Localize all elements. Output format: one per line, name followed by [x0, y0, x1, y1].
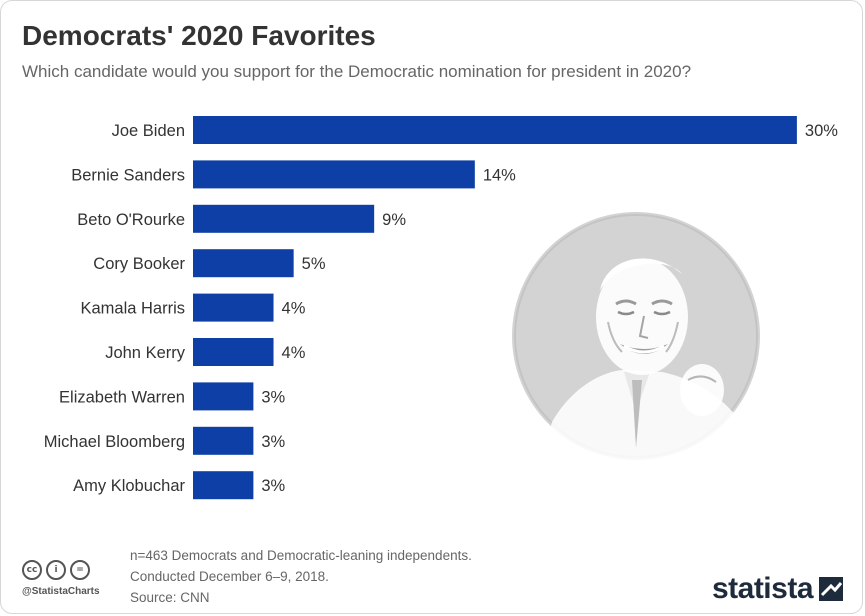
- bar-michael-bloomberg: [193, 426, 254, 455]
- portrait-illustration-icon: [512, 212, 760, 460]
- bar-beto-o-rourke: [193, 204, 375, 233]
- category-label-amy-klobuchar: Amy Klobuchar: [73, 477, 185, 495]
- bar-chart: Joe Biden 30% Bernie Sanders 14% Beto O'Rour…: [44, 116, 838, 500]
- value-label-kamala-harris: 4%: [282, 300, 306, 318]
- value-label-elizabeth-warren: 3%: [261, 388, 285, 406]
- license-icons: cc i =: [22, 560, 117, 580]
- bars-layer: Joe Biden 30% Bernie Sanders 14% Beto O'Rour…: [44, 116, 838, 500]
- chart-title: Democrats' 2020 Favorites: [22, 20, 376, 51]
- footer-note: n=463 Democrats and Democratic-leaning i…: [130, 545, 472, 608]
- value-label-john-kerry: 4%: [282, 344, 306, 362]
- cc-icon: cc: [22, 560, 42, 580]
- category-label-kamala-harris: Kamala Harris: [80, 300, 185, 318]
- source-note: Source: CNN: [130, 590, 210, 605]
- category-label-beto-o-rourke: Beto O'Rourke: [77, 211, 185, 229]
- chart-subtitle: Which candidate would you support for th…: [22, 62, 692, 81]
- category-label-joe-biden: Joe Biden: [112, 122, 185, 140]
- category-label-elizabeth-warren: Elizabeth Warren: [59, 388, 185, 406]
- no-derivatives-icon: =: [70, 560, 90, 580]
- statista-logo[interactable]: statista: [712, 572, 843, 606]
- sample-note: n=463 Democrats and Democratic-leaning i…: [130, 548, 472, 563]
- category-label-john-kerry: John Kerry: [105, 344, 186, 362]
- license-group: cc i = @StatistaCharts: [22, 560, 117, 597]
- bar-joe-biden: [193, 116, 797, 144]
- bar-john-kerry: [193, 338, 274, 366]
- value-label-beto-o-rourke: 9%: [382, 211, 406, 229]
- bar-amy-klobuchar: [193, 471, 254, 500]
- value-label-michael-bloomberg: 3%: [261, 433, 285, 451]
- value-label-joe-biden: 30%: [805, 122, 838, 140]
- bar-bernie-sanders: [193, 160, 475, 189]
- bar-cory-booker: [193, 249, 294, 278]
- statista-logo-icon: [819, 577, 843, 601]
- bar-kamala-harris: [193, 293, 274, 322]
- value-label-cory-booker: 5%: [302, 255, 326, 273]
- date-note: Conducted December 6–9, 2018.: [130, 569, 329, 584]
- category-label-cory-booker: Cory Booker: [93, 255, 185, 273]
- value-label-bernie-sanders: 14%: [483, 166, 516, 184]
- value-label-amy-klobuchar: 3%: [261, 477, 285, 495]
- category-label-michael-bloomberg: Michael Bloomberg: [44, 433, 185, 451]
- twitter-handle[interactable]: @StatistaCharts: [22, 586, 100, 597]
- attribution-icon: i: [46, 560, 66, 580]
- logo-text: statista: [711, 572, 814, 605]
- category-label-bernie-sanders: Bernie Sanders: [71, 166, 185, 184]
- bar-elizabeth-warren: [193, 382, 254, 411]
